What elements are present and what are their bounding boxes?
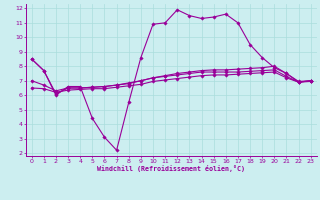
X-axis label: Windchill (Refroidissement éolien,°C): Windchill (Refroidissement éolien,°C) (97, 165, 245, 172)
